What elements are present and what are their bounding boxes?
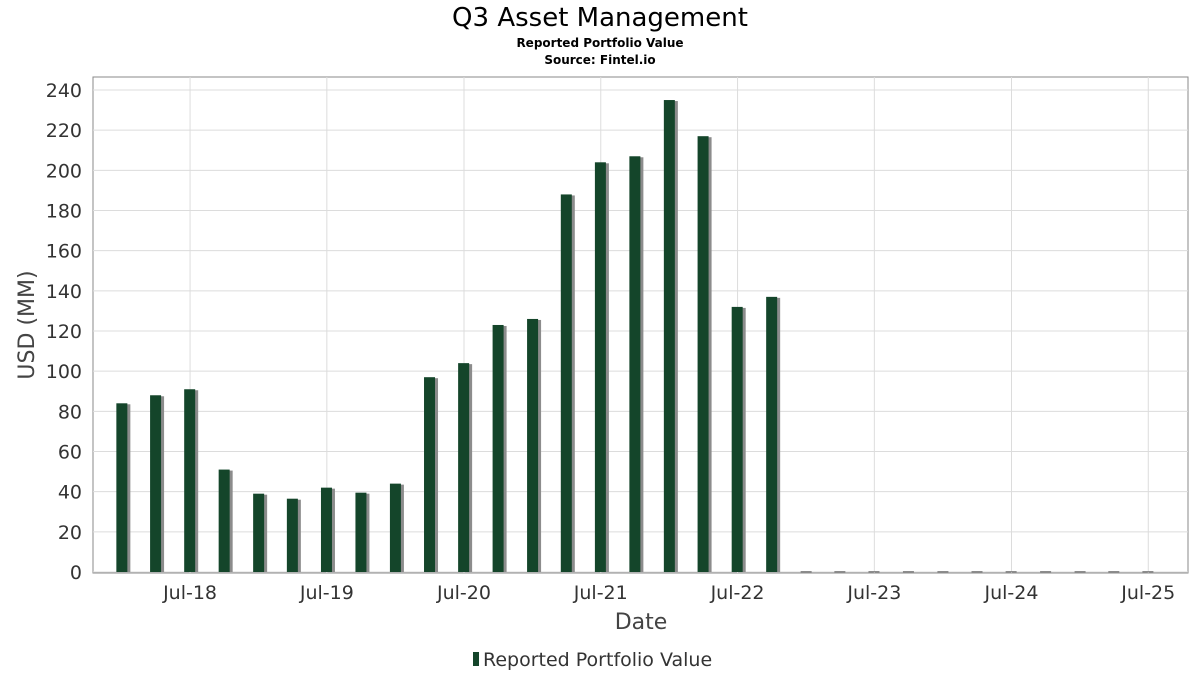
y-tick-label: 180 bbox=[46, 201, 82, 223]
bar bbox=[800, 571, 812, 573]
chart-subtitle: Reported Portfolio Value bbox=[516, 36, 683, 50]
y-tick-label: 80 bbox=[58, 401, 82, 423]
bar-series bbox=[116, 100, 1154, 573]
bar bbox=[389, 483, 401, 572]
x-axis-ticks: Jul-18 Jul-19 Jul-20 Jul-21 Jul-22 Jul-23 Jul-… bbox=[162, 582, 1175, 604]
x-tick-label: Jul-22 bbox=[710, 582, 765, 604]
y-axis-label: USD (MM) bbox=[15, 270, 40, 379]
x-tick-label: Jul-25 bbox=[1120, 582, 1175, 604]
bar bbox=[116, 403, 128, 572]
bar bbox=[834, 571, 846, 573]
bar bbox=[527, 318, 539, 572]
bar bbox=[697, 136, 709, 573]
bar bbox=[1040, 571, 1052, 573]
legend-swatch bbox=[473, 652, 479, 666]
y-tick-label: 140 bbox=[46, 281, 82, 303]
bar bbox=[320, 487, 332, 572]
chart-title: Q3 Asset Management bbox=[452, 3, 748, 33]
y-tick-label: 100 bbox=[46, 361, 82, 383]
y-axis-ticks: 0 20 40 60 80 100 120 140 160 180 200 220 240 bbox=[46, 80, 82, 584]
x-tick-label: Jul-19 bbox=[299, 582, 354, 604]
bar bbox=[286, 498, 298, 572]
bar bbox=[492, 324, 504, 572]
bar bbox=[150, 395, 162, 572]
bar bbox=[218, 469, 230, 572]
y-tick-label: 40 bbox=[58, 482, 82, 504]
x-tick-label: Jul-18 bbox=[162, 582, 217, 604]
chart-source: Source: Fintel.io bbox=[544, 53, 655, 67]
y-tick-label: 200 bbox=[46, 160, 82, 182]
bar bbox=[184, 389, 196, 572]
x-tick-label: Jul-20 bbox=[436, 582, 491, 604]
bar bbox=[971, 571, 983, 573]
bar bbox=[560, 194, 572, 572]
x-axis-label: Date bbox=[615, 610, 668, 635]
legend-label: Reported Portfolio Value bbox=[483, 649, 712, 671]
y-tick-label: 220 bbox=[46, 120, 82, 142]
x-tick-label: Jul-21 bbox=[573, 582, 628, 604]
x-tick-label: Jul-23 bbox=[846, 582, 901, 604]
bar bbox=[629, 156, 641, 572]
bar bbox=[1142, 571, 1154, 573]
bar bbox=[1074, 571, 1086, 573]
bar bbox=[902, 571, 914, 573]
bar bbox=[731, 306, 743, 572]
bar bbox=[663, 100, 675, 573]
bar bbox=[868, 571, 880, 573]
legend: Reported Portfolio Value bbox=[473, 649, 712, 671]
bar bbox=[594, 162, 606, 573]
bar bbox=[458, 363, 470, 572]
x-tick-label: Jul-24 bbox=[984, 582, 1039, 604]
bar bbox=[355, 492, 367, 572]
y-tick-label: 160 bbox=[46, 241, 82, 263]
y-tick-label: 60 bbox=[58, 442, 82, 464]
y-tick-label: 120 bbox=[46, 321, 82, 343]
bar bbox=[1108, 571, 1120, 573]
bar bbox=[1005, 571, 1017, 573]
bar bbox=[424, 377, 436, 572]
y-tick-label: 0 bbox=[70, 562, 82, 584]
bar bbox=[253, 493, 265, 572]
bar bbox=[766, 296, 778, 572]
bar bbox=[937, 571, 949, 573]
y-tick-label: 20 bbox=[58, 522, 82, 544]
y-tick-label: 240 bbox=[46, 80, 82, 102]
